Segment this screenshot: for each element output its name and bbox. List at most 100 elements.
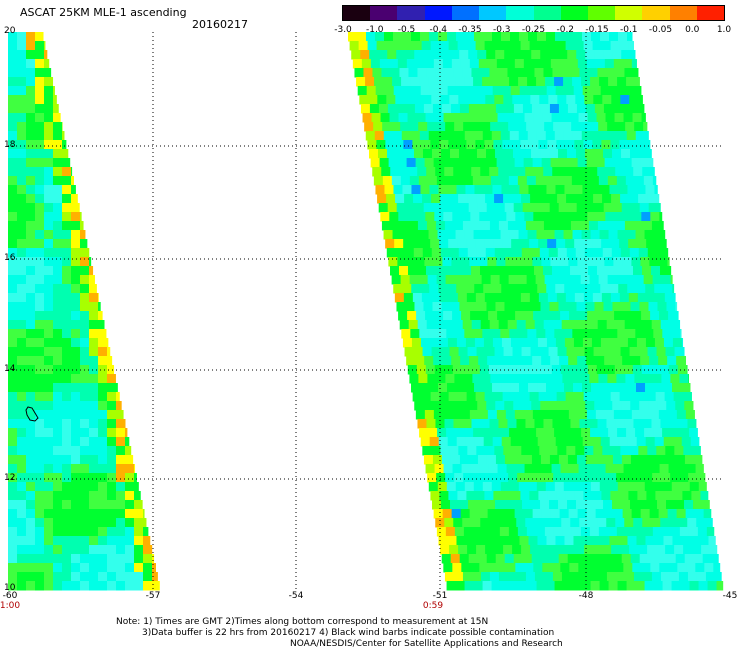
swath-cell (17, 473, 27, 483)
swath-cell (505, 257, 515, 267)
swath-cell (571, 275, 582, 285)
swath-cell (17, 392, 27, 402)
swath-cell (597, 419, 607, 429)
swath-cell (556, 239, 566, 249)
swath-cell (62, 455, 72, 465)
swath-cell (478, 59, 489, 69)
swath-cell (464, 428, 474, 438)
swath-cell (80, 428, 90, 438)
swath-cell (26, 410, 36, 420)
swath-cell (456, 437, 467, 447)
swath-cell (588, 518, 598, 528)
swath-cell (675, 554, 686, 564)
swath-cell (679, 374, 689, 384)
swath-cell (599, 428, 609, 438)
longitude-label: -45 (722, 591, 738, 601)
swath-cell (582, 383, 592, 393)
swath-cell (539, 248, 550, 258)
swath-cell (554, 77, 564, 87)
swath-cell (656, 248, 667, 258)
swath-cell (504, 149, 514, 159)
swath-cell (17, 311, 27, 321)
swath-cell (17, 518, 27, 528)
swath-cell (670, 374, 680, 384)
swath-cell (534, 572, 545, 582)
swath-cell (675, 302, 678, 312)
swath-cell (473, 329, 483, 339)
swath-cell (690, 437, 700, 447)
swath-cell (386, 194, 396, 204)
swath-cell (580, 374, 590, 384)
colorbar-segment (642, 6, 670, 20)
swath-cell (420, 437, 431, 447)
swath-cell (437, 329, 447, 339)
swath-cell (574, 293, 585, 303)
swath-cell (480, 68, 490, 78)
swath-cell (371, 113, 382, 123)
swath-cell (557, 194, 567, 204)
swath-cell (143, 545, 153, 555)
swath-cell (450, 401, 460, 411)
swath-cell (381, 167, 391, 177)
swath-cell (616, 374, 626, 384)
swath-cell (134, 545, 144, 555)
swath-cell (649, 410, 660, 420)
swath-cell (80, 554, 90, 564)
swath-cell (493, 239, 503, 249)
swath-cell (632, 365, 643, 375)
swath-cell (571, 527, 582, 537)
swath-cell (405, 50, 415, 60)
swath-cell (486, 554, 497, 564)
swath-cell (441, 455, 452, 465)
swath-cell (545, 131, 556, 141)
swath-cell (616, 527, 627, 537)
swath-cell (451, 509, 462, 519)
swath-cell (541, 410, 552, 420)
swath-cell (594, 401, 604, 411)
swath-cell (647, 248, 658, 258)
swath-cell (639, 401, 649, 411)
swath-cell (596, 311, 606, 321)
swath-cell (506, 464, 517, 474)
swath-cell (26, 365, 36, 375)
swath-cell (17, 104, 27, 114)
swath-cell (107, 428, 117, 438)
swath-cell (568, 509, 579, 519)
colorbar-label: -0.2 (556, 25, 575, 35)
swath-cell (598, 473, 608, 483)
swath-cell (473, 428, 483, 438)
swath-cell (516, 419, 526, 429)
swath-cell (89, 554, 99, 564)
swath-cell (71, 266, 81, 276)
swath-cell (402, 185, 412, 195)
swath-cell (697, 527, 708, 537)
swath-cell (626, 428, 636, 438)
swath-cell (53, 446, 63, 456)
swath-cell (459, 203, 470, 213)
swath-cell (44, 374, 54, 384)
colorbar-label: -0.5 (397, 25, 416, 35)
swath-cell (593, 347, 604, 357)
swath-cell (629, 545, 639, 555)
swath-cell (716, 581, 724, 591)
swath-cell (459, 455, 470, 465)
swath-cell (553, 374, 563, 384)
swath-cell (567, 302, 577, 312)
swath-cell (554, 428, 564, 438)
swath-cell (98, 428, 108, 438)
swath-cell (502, 293, 513, 303)
swath-cell (80, 446, 90, 456)
swath-cell (421, 239, 431, 249)
swath-cell (17, 536, 27, 546)
swath-cell (414, 302, 424, 312)
swath-cell (399, 320, 410, 330)
swath-cell (573, 536, 583, 546)
swath-cell (107, 527, 117, 537)
swath-cell (645, 536, 655, 546)
swath-cell (26, 230, 36, 240)
swath-cell (544, 473, 554, 483)
swath-cell (26, 59, 36, 69)
swath-cell (98, 338, 108, 348)
swath-cell (575, 545, 585, 555)
swath-cell (621, 203, 632, 213)
